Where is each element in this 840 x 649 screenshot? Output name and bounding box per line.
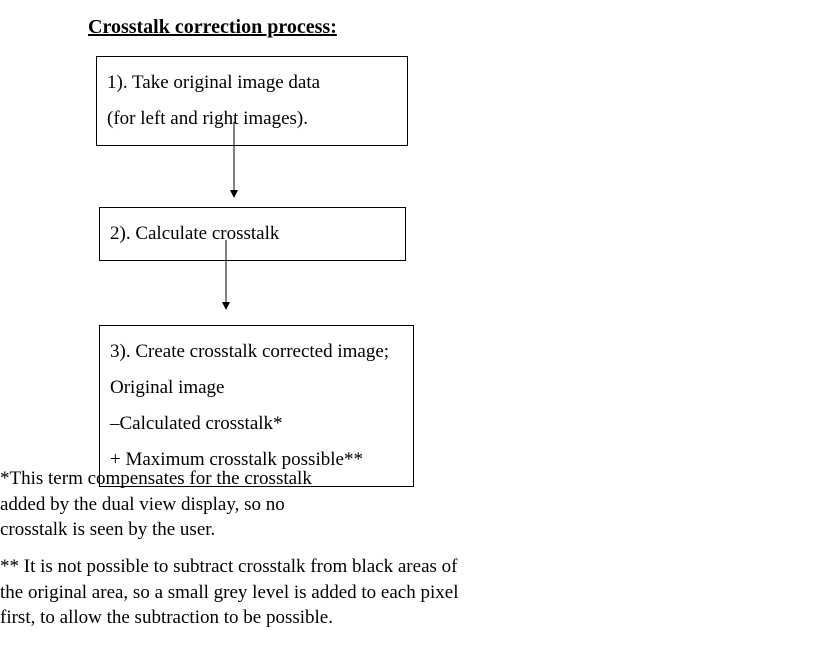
- flow-arrow: [228, 122, 240, 198]
- diagram-canvas: Crosstalk correction process: 1). Take o…: [0, 0, 840, 649]
- flow-node-text: (for left and right images).: [107, 101, 397, 137]
- footnote-text: the original area, so a small grey level…: [0, 580, 500, 606]
- flow-node-text: –Calculated crosstalk*: [110, 406, 403, 442]
- footnote-text: ** It is not possible to subtract crosst…: [0, 554, 500, 580]
- footnote-1: *This term compensates for the crosstalk…: [0, 466, 360, 543]
- flow-arrow: [220, 240, 232, 310]
- diagram-title: Crosstalk correction process:: [88, 16, 337, 39]
- footnote-text: *This term compensates for the crosstalk: [0, 466, 360, 492]
- flow-node-step1: 1). Take original image data (for left a…: [96, 56, 408, 146]
- flow-node-text: 3). Create crosstalk corrected image;: [110, 334, 403, 370]
- footnote-2: ** It is not possible to subtract crosst…: [0, 554, 500, 631]
- footnote-text: first, to allow the subtraction to be po…: [0, 605, 500, 631]
- flow-node-text: 1). Take original image data: [107, 65, 397, 101]
- flow-node-text: 2). Calculate crosstalk: [110, 216, 395, 252]
- flow-node-step2: 2). Calculate crosstalk: [99, 207, 406, 261]
- footnote-text: added by the dual view display, so no: [0, 492, 360, 518]
- flow-node-text: Original image: [110, 370, 403, 406]
- flow-node-step3: 3). Create crosstalk corrected image; Or…: [99, 325, 414, 487]
- footnote-text: crosstalk is seen by the user.: [0, 517, 360, 543]
